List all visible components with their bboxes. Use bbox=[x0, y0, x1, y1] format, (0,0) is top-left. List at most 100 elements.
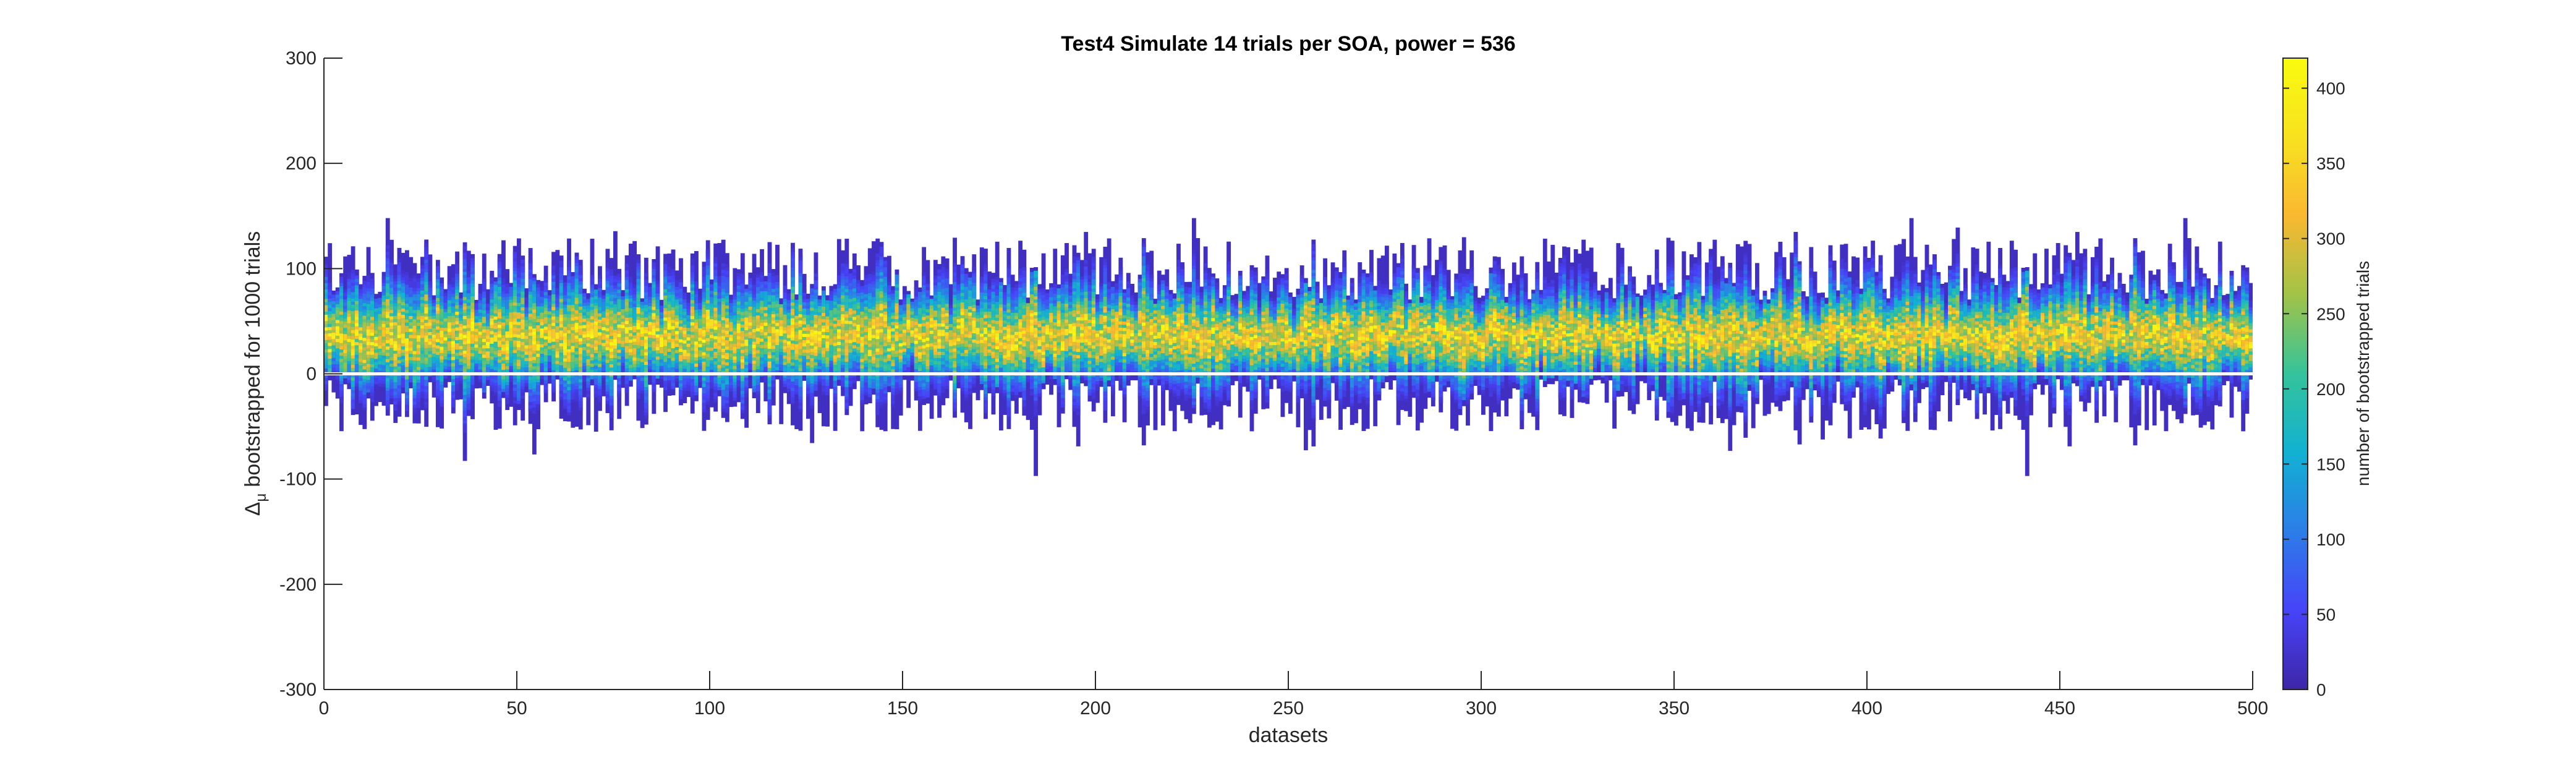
dataset-column bbox=[2195, 246, 2200, 415]
dataset-column bbox=[1871, 241, 1876, 410]
dataset-column bbox=[1373, 286, 1378, 427]
dataset-column bbox=[1122, 289, 1127, 422]
y-tick-label: 100 bbox=[286, 258, 317, 279]
dataset-column bbox=[1137, 275, 1142, 428]
dataset-column bbox=[679, 258, 683, 406]
dataset-column bbox=[574, 252, 579, 427]
dataset-column bbox=[806, 293, 810, 419]
dataset-column bbox=[1592, 271, 1597, 381]
dataset-column bbox=[435, 260, 440, 427]
dataset-column bbox=[1983, 273, 1987, 415]
dataset-column bbox=[917, 287, 922, 431]
dataset-column bbox=[1265, 255, 1270, 409]
dataset-column bbox=[1307, 286, 1312, 430]
dataset-column bbox=[1130, 283, 1134, 380]
dataset-column bbox=[674, 270, 679, 388]
dataset-column bbox=[1319, 298, 1324, 420]
dataset-column bbox=[2245, 267, 2250, 414]
dataset-column bbox=[933, 260, 938, 396]
dataset-column bbox=[2125, 292, 2130, 381]
dataset-column bbox=[1080, 260, 1084, 384]
dataset-column bbox=[1423, 265, 1428, 409]
dataset-column bbox=[2217, 241, 2222, 407]
dataset-column bbox=[1481, 296, 1486, 415]
dataset-column bbox=[1801, 291, 1806, 400]
dataset-column bbox=[1346, 295, 1351, 408]
dataset-column bbox=[2222, 295, 2226, 385]
dataset-column bbox=[1782, 257, 1787, 402]
dataset-column bbox=[397, 247, 402, 417]
dataset-column bbox=[1770, 288, 1775, 403]
dataset-column bbox=[582, 288, 587, 398]
dataset-column bbox=[1547, 261, 1551, 385]
dataset-column bbox=[1886, 298, 1891, 395]
dataset-column bbox=[598, 266, 602, 411]
dataset-column bbox=[2241, 265, 2246, 432]
chart-title: Test4 Simulate 14 trials per SOA, power … bbox=[1061, 32, 1515, 56]
dataset-column bbox=[1180, 262, 1185, 411]
dataset-column bbox=[836, 239, 841, 386]
dataset-column bbox=[852, 253, 857, 390]
dataset-column bbox=[490, 270, 495, 404]
dataset-column bbox=[1087, 253, 1092, 402]
dataset-column bbox=[1867, 257, 1871, 430]
dataset-column bbox=[1095, 294, 1100, 403]
dataset-column bbox=[1234, 294, 1239, 382]
dataset-column bbox=[563, 275, 567, 422]
dataset-column bbox=[710, 279, 714, 408]
dataset-column bbox=[1578, 254, 1582, 403]
dataset-column bbox=[381, 271, 386, 406]
dataset-column bbox=[1527, 299, 1532, 413]
dataset-column bbox=[2117, 273, 2122, 386]
dataset-column bbox=[470, 254, 475, 419]
dataset-column bbox=[2005, 281, 2010, 414]
dataset-column bbox=[937, 263, 942, 418]
dataset-column bbox=[2225, 294, 2230, 382]
dataset-column bbox=[1554, 272, 1559, 382]
dataset-column bbox=[648, 283, 652, 385]
dataset-column bbox=[1022, 249, 1027, 416]
dataset-column bbox=[2191, 286, 2195, 416]
dataset-column bbox=[571, 271, 576, 428]
dataset-column bbox=[1215, 278, 1220, 422]
dataset-column bbox=[393, 264, 398, 423]
colorbar-tick-label: 100 bbox=[2316, 530, 2345, 549]
dataset-column bbox=[1740, 246, 1744, 413]
dataset-column bbox=[2114, 289, 2119, 422]
dataset-column bbox=[1523, 273, 1528, 399]
dataset-column bbox=[798, 249, 803, 431]
dataset-column bbox=[945, 258, 950, 398]
dataset-column bbox=[1369, 250, 1374, 380]
dataset-column bbox=[1473, 286, 1478, 386]
dataset-column bbox=[1936, 271, 1941, 412]
dataset-column bbox=[802, 273, 807, 381]
dataset-column bbox=[1427, 238, 1432, 398]
dataset-column bbox=[1034, 267, 1038, 476]
dataset-column bbox=[1269, 291, 1273, 390]
dataset-column bbox=[1442, 245, 1447, 392]
dataset-column bbox=[2060, 273, 2064, 390]
dataset-column bbox=[2098, 238, 2103, 386]
dataset-column bbox=[929, 295, 934, 419]
dataset-column bbox=[2075, 232, 2080, 386]
dataset-column bbox=[1531, 289, 1536, 417]
dataset-column bbox=[1115, 274, 1120, 381]
dataset-column bbox=[1709, 249, 1713, 425]
colorbar-ticks: 0 50 100 150 200 250 300 350 400 bbox=[2283, 79, 2345, 699]
x-tick-label: 50 bbox=[506, 698, 527, 719]
dataset-column bbox=[2002, 275, 2007, 401]
colorbar-tick-label: 200 bbox=[2316, 380, 2345, 399]
dataset-column bbox=[343, 256, 348, 385]
dataset-column bbox=[1743, 241, 1748, 438]
dataset-column bbox=[875, 238, 880, 427]
dataset-column bbox=[964, 268, 969, 422]
dataset-column bbox=[883, 257, 888, 432]
y-tick-label: -300 bbox=[279, 680, 317, 700]
dataset-column bbox=[1855, 257, 1860, 388]
dataset-column bbox=[1342, 250, 1347, 409]
dataset-column bbox=[771, 269, 776, 406]
dataset-column bbox=[860, 280, 865, 432]
dataset-column bbox=[1218, 297, 1223, 430]
dataset-column bbox=[1511, 262, 1516, 388]
dataset-column bbox=[1327, 285, 1332, 419]
